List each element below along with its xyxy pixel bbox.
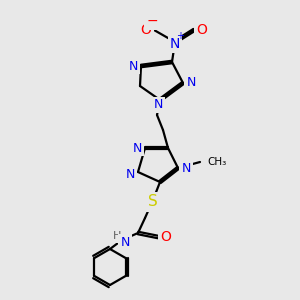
Text: N: N bbox=[120, 236, 130, 248]
Text: O: O bbox=[160, 230, 171, 244]
Text: +: + bbox=[176, 31, 184, 41]
Text: N: N bbox=[153, 98, 163, 112]
Text: N: N bbox=[125, 167, 135, 181]
Text: S: S bbox=[148, 194, 158, 209]
Text: N: N bbox=[170, 37, 180, 51]
Text: −: − bbox=[146, 14, 158, 28]
Text: N: N bbox=[181, 161, 191, 175]
Text: CH₃: CH₃ bbox=[207, 157, 226, 167]
Text: N: N bbox=[132, 142, 142, 154]
Text: O: O bbox=[141, 23, 152, 37]
Text: O: O bbox=[196, 23, 207, 37]
Text: H: H bbox=[113, 231, 121, 241]
Text: N: N bbox=[186, 76, 196, 89]
Text: N: N bbox=[128, 59, 138, 73]
